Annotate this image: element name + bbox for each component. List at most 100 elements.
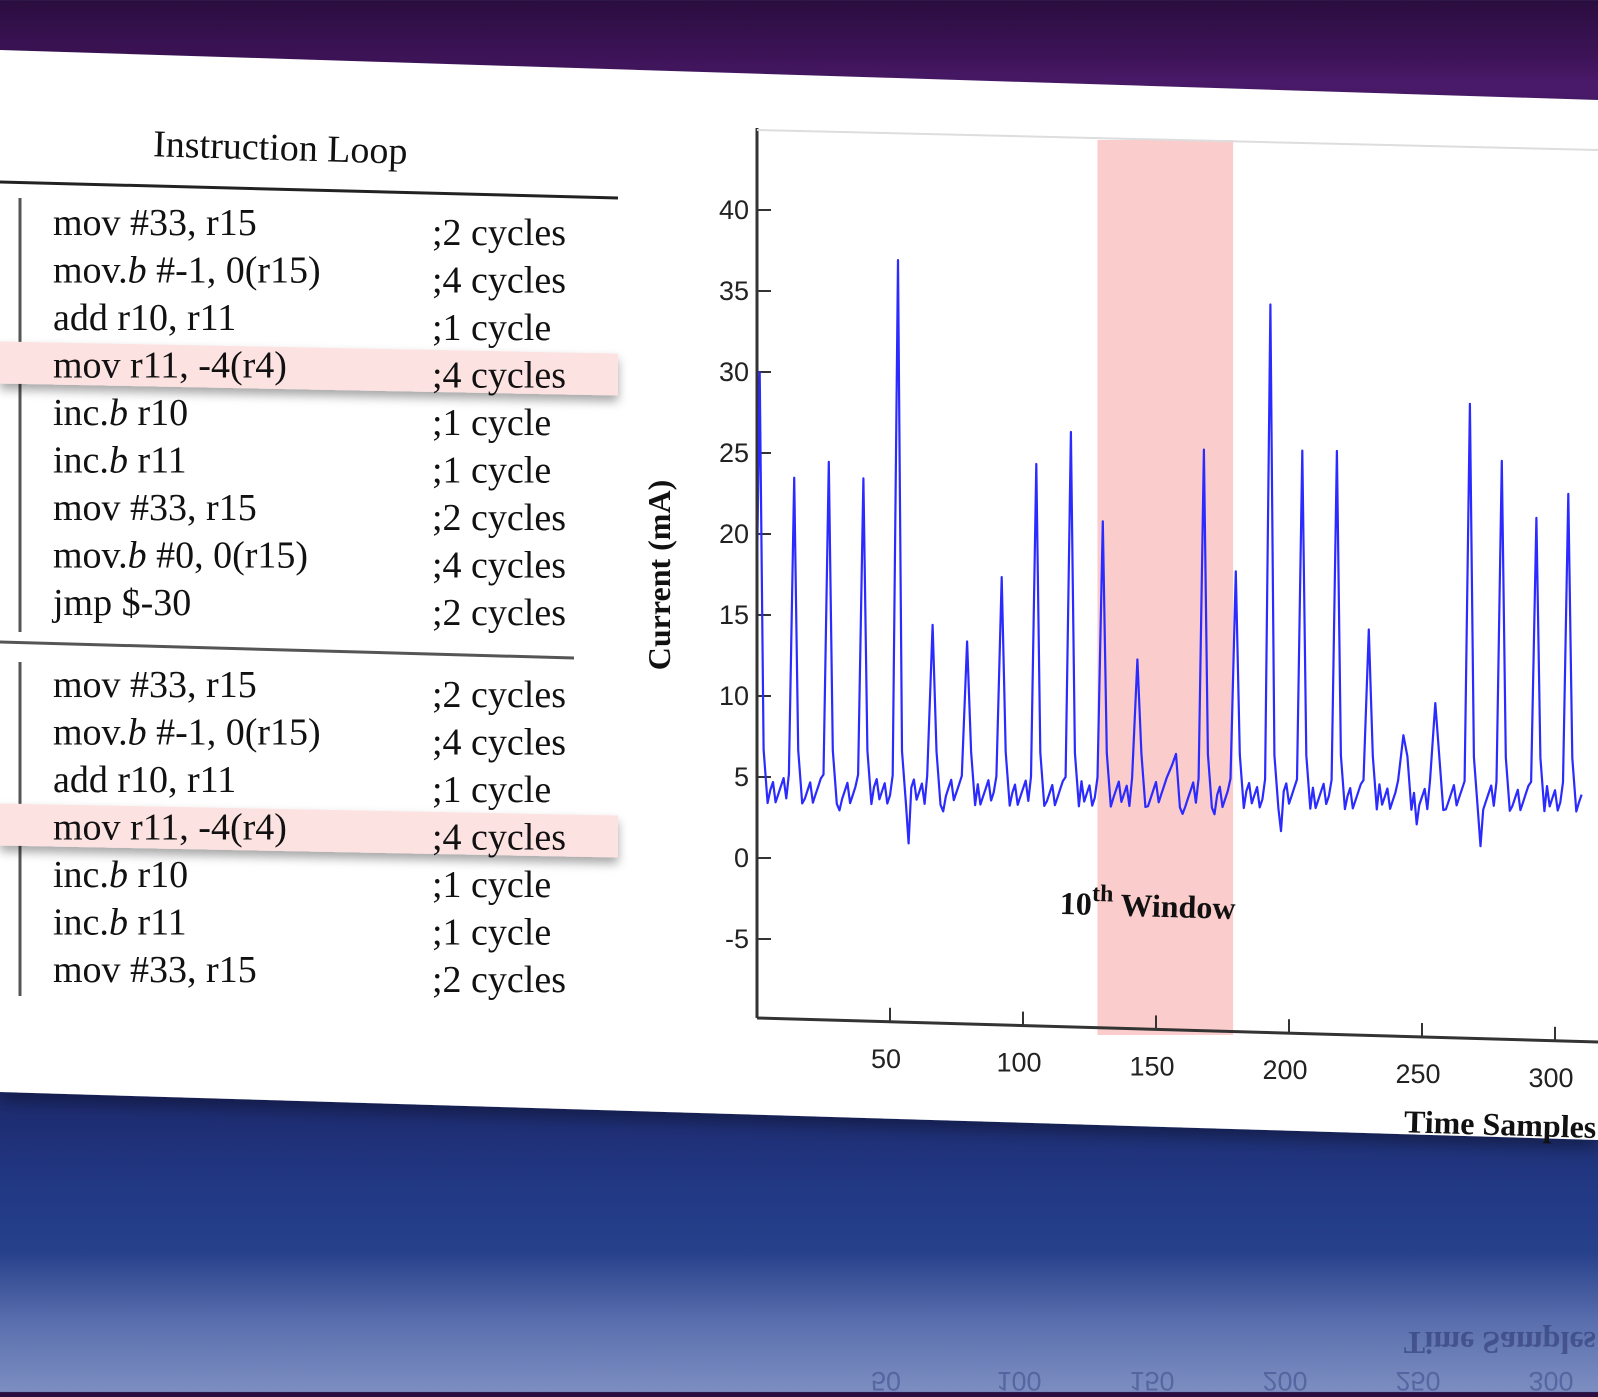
group1-instruction: mov.b #0, 0(r15) bbox=[53, 535, 308, 577]
highlight-window bbox=[1097, 140, 1234, 1035]
x-axis-line bbox=[756, 1016, 1598, 1044]
x-tick-label: 150 bbox=[1129, 1051, 1174, 1081]
window-label-text: Window bbox=[1113, 886, 1236, 926]
group2-instruction: add r10, r11 bbox=[53, 759, 236, 801]
reflected-x-tick-label: 200 bbox=[1262, 1366, 1307, 1392]
instr-op: inc. bbox=[53, 854, 109, 896]
instr-args: r10 bbox=[128, 392, 188, 434]
table-top-rule bbox=[0, 180, 619, 200]
group2-row: inc.b r11 ;1 cycle bbox=[53, 902, 551, 954]
x-tick-label: 300 bbox=[1528, 1063, 1573, 1093]
reflected-x-tick-label: 150 bbox=[1129, 1366, 1174, 1392]
group1-row: mov r11, -4(r4) ;4 cycles bbox=[0, 341, 618, 397]
group1-row: add r10, r11 ;1 cycle bbox=[53, 297, 551, 349]
window-label: 10th Window bbox=[1059, 880, 1236, 926]
y-tick-label: 20 bbox=[719, 519, 749, 549]
group-separator-rule bbox=[0, 640, 575, 660]
x-tick-label: 200 bbox=[1262, 1055, 1307, 1085]
instr-args: #-1, 0(r15) bbox=[147, 250, 321, 292]
top-frame-line bbox=[756, 129, 1598, 151]
reflected-x-tick-label: 250 bbox=[1395, 1366, 1440, 1392]
group1-cycles: ;4 cycles bbox=[432, 545, 566, 587]
reflected-x-axis-title: Time Samples bbox=[1404, 1325, 1596, 1361]
x-tick-label: 50 bbox=[871, 1044, 901, 1074]
group1-instruction: mov #33, r15 bbox=[53, 202, 257, 244]
instr-args: r10 bbox=[128, 854, 188, 896]
group2-cycles: ;2 cycles bbox=[432, 959, 566, 1001]
group1-row-highlight bbox=[0, 341, 618, 396]
reflected-x-tick-label: 300 bbox=[1528, 1366, 1573, 1392]
group1-row: mov.b #0, 0(r15) ;4 cycles bbox=[53, 535, 566, 587]
instr-op: inc. bbox=[53, 902, 109, 944]
group1-cycles: ;4 cycles bbox=[432, 260, 566, 302]
group1-instruction: inc.b r11 bbox=[53, 440, 187, 482]
group1-cycles: ;4 cycles bbox=[432, 355, 566, 397]
instr-op: inc. bbox=[53, 440, 109, 482]
group1-row: mov #33, r15 ;2 cycles bbox=[53, 202, 566, 254]
group1-instruction: mov #33, r15 bbox=[53, 487, 257, 529]
group2-cycles: ;1 cycle bbox=[432, 864, 551, 906]
instr-suffix: b bbox=[128, 250, 147, 292]
group1-cycles: ;2 cycles bbox=[432, 497, 566, 539]
instr-op: mov. bbox=[53, 250, 128, 292]
group2-cycles: ;4 cycles bbox=[432, 817, 566, 859]
group1-row: jmp $-30 ;2 cycles bbox=[51, 582, 566, 634]
group1-instruction: inc.b r10 bbox=[53, 392, 188, 434]
instr-suffix: b bbox=[128, 712, 147, 754]
instr-suffix: b bbox=[109, 440, 128, 482]
window-label-number: 10 bbox=[1059, 885, 1092, 922]
group1-cycles: ;2 cycles bbox=[432, 592, 566, 634]
group2-instruction: mov #33, r15 bbox=[53, 949, 257, 991]
group1-cycles: ;2 cycles bbox=[432, 212, 566, 254]
y-tick-label: 35 bbox=[719, 276, 749, 306]
y-tick-label: -5 bbox=[725, 924, 749, 954]
window-label-superscript: th bbox=[1092, 881, 1114, 908]
instr-op: mov. bbox=[53, 535, 128, 577]
table-title: Instruction Loop bbox=[153, 123, 408, 173]
instr-suffix: b bbox=[109, 392, 128, 434]
reflected-x-tick-label: 100 bbox=[996, 1366, 1041, 1392]
group2-row-highlight bbox=[0, 803, 618, 858]
x-axis-title: Time Samples bbox=[1404, 1103, 1597, 1145]
y-tick-label: 5 bbox=[734, 762, 749, 792]
group1-instruction: add r10, r11 bbox=[53, 297, 236, 339]
series-line-current bbox=[758, 259, 1583, 848]
group2-instruction: mov #33, r15 bbox=[53, 664, 257, 706]
group2-cycles: ;1 cycle bbox=[432, 769, 551, 811]
instr-suffix: b bbox=[128, 535, 147, 577]
reflected-x-tick-label: 50 bbox=[871, 1366, 901, 1392]
group2-cycles: ;2 cycles bbox=[432, 674, 566, 716]
instr-op: inc. bbox=[53, 392, 109, 434]
group1-row: inc.b r10 ;1 cycle bbox=[53, 392, 551, 444]
group2-row: mov #33, r15 ;2 cycles bbox=[53, 949, 566, 1001]
group1-instruction: mov.b #-1, 0(r15) bbox=[53, 250, 321, 292]
group2-row: mov.b #-1, 0(r15) ;4 cycles bbox=[53, 712, 566, 764]
group1-instruction: mov r11, -4(r4) bbox=[53, 345, 287, 387]
group2-cycles: ;1 cycle bbox=[432, 912, 551, 954]
group2-row: mov r11, -4(r4) ;4 cycles bbox=[0, 803, 618, 859]
y-tick-label: 40 bbox=[719, 195, 749, 225]
y-axis-title: Current (mA) bbox=[641, 480, 677, 670]
group1-cycles: ;1 cycle bbox=[432, 307, 551, 349]
instr-args: r11 bbox=[128, 440, 187, 482]
group1-row: mov #33, r15 ;2 cycles bbox=[53, 487, 566, 539]
reflection: Time Samples 50 100 150 200 250 300 bbox=[871, 1325, 1596, 1396]
y-tick-label: 15 bbox=[719, 600, 749, 630]
instr-suffix: b bbox=[109, 902, 128, 944]
y-ticks: -5 0 5 10 15 20 25 30 35 40 bbox=[719, 195, 771, 954]
x-ticks: 50 100 150 200 250 300 bbox=[871, 1007, 1574, 1093]
instruction-table: Instruction Loop mov #33, r15 ;2 cyclesmo… bbox=[0, 123, 619, 1001]
group2-instruction: inc.b r10 bbox=[53, 854, 188, 896]
group1-instruction: jmp $-30 bbox=[51, 582, 191, 624]
x-tick-label: 250 bbox=[1395, 1059, 1440, 1089]
y-tick-label: 10 bbox=[719, 681, 749, 711]
instr-suffix: b bbox=[109, 854, 128, 896]
group2-row: mov #33, r15 ;2 cycles bbox=[53, 664, 566, 716]
instr-args: r11 bbox=[128, 902, 187, 944]
group1-row: mov.b #-1, 0(r15) ;4 cycles bbox=[53, 250, 566, 302]
instr-op: mov. bbox=[53, 712, 128, 754]
